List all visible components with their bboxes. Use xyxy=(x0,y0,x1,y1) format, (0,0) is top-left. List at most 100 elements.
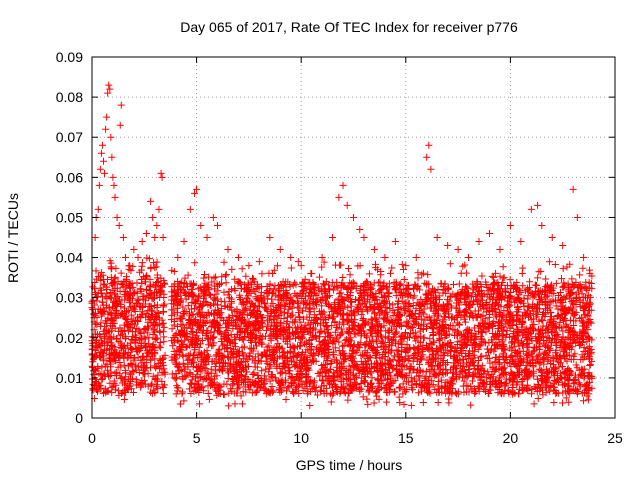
data-point xyxy=(279,295,287,303)
data-point xyxy=(228,295,236,303)
data-point xyxy=(381,314,389,322)
data-point xyxy=(288,374,296,382)
data-point xyxy=(396,384,404,392)
data-point xyxy=(418,271,426,279)
data-point xyxy=(430,357,438,365)
data-point xyxy=(253,363,261,371)
data-point xyxy=(224,319,232,327)
data-point xyxy=(138,280,146,288)
data-point xyxy=(200,364,208,372)
data-point xyxy=(500,323,508,331)
data-point xyxy=(570,336,578,344)
data-point xyxy=(179,375,187,383)
data-point xyxy=(405,355,413,363)
data-point xyxy=(280,308,288,316)
data-point xyxy=(572,308,580,316)
data-point xyxy=(339,297,347,305)
data-point xyxy=(505,317,513,325)
data-point xyxy=(274,301,282,309)
data-point xyxy=(215,309,223,317)
data-point xyxy=(585,354,593,362)
data-point xyxy=(548,334,556,342)
data-point xyxy=(469,347,477,355)
data-point xyxy=(382,310,390,318)
data-point xyxy=(412,380,420,388)
data-point xyxy=(311,284,319,292)
data-point xyxy=(388,346,396,354)
data-point xyxy=(418,387,426,395)
data-point xyxy=(189,351,197,359)
data-point xyxy=(200,283,208,291)
data-point xyxy=(329,286,337,294)
data-point xyxy=(205,395,213,403)
data-point xyxy=(470,340,478,348)
data-point xyxy=(97,370,105,378)
data-point xyxy=(292,383,300,391)
data-point xyxy=(107,342,115,350)
data-point xyxy=(211,306,219,314)
data-point xyxy=(405,369,413,377)
data-point xyxy=(138,342,146,350)
data-point xyxy=(122,292,130,300)
data-point xyxy=(571,350,579,358)
data-point xyxy=(239,299,247,307)
data-point xyxy=(437,280,445,288)
data-point xyxy=(375,379,383,387)
data-point xyxy=(502,375,510,383)
data-point xyxy=(276,370,284,378)
data-point xyxy=(246,344,254,352)
data-point xyxy=(103,276,111,284)
data-point xyxy=(260,386,268,394)
data-point xyxy=(550,383,558,391)
data-point xyxy=(248,274,256,282)
data-point xyxy=(513,332,521,340)
data-point xyxy=(103,286,111,294)
data-point xyxy=(218,273,226,281)
data-point xyxy=(286,367,294,375)
data-point xyxy=(153,271,161,279)
data-point xyxy=(503,327,511,335)
data-point xyxy=(384,356,392,364)
data-point xyxy=(580,353,588,361)
data-point xyxy=(98,309,106,317)
data-point xyxy=(454,312,462,320)
data-point xyxy=(374,376,382,384)
data-point xyxy=(444,285,452,293)
data-point xyxy=(181,368,189,376)
data-point xyxy=(113,307,121,315)
data-point xyxy=(353,347,361,355)
data-point xyxy=(547,308,555,316)
data-point xyxy=(424,271,432,279)
data-point xyxy=(202,330,210,338)
data-point xyxy=(183,330,191,338)
data-point xyxy=(380,315,388,323)
data-point xyxy=(359,393,367,401)
data-point xyxy=(267,302,275,310)
data-point xyxy=(532,281,540,289)
data-point xyxy=(369,293,377,301)
data-point xyxy=(418,354,426,362)
data-point xyxy=(126,299,134,307)
data-point xyxy=(481,339,489,347)
data-point xyxy=(231,287,239,295)
data-point xyxy=(489,363,497,371)
data-point xyxy=(337,325,345,333)
data-point xyxy=(414,344,422,352)
data-point xyxy=(334,296,342,304)
data-point xyxy=(229,321,237,329)
data-point xyxy=(122,308,130,316)
data-point xyxy=(569,309,577,317)
data-point xyxy=(332,323,340,331)
data-point xyxy=(327,398,335,406)
data-point xyxy=(289,319,297,327)
data-point xyxy=(526,311,534,319)
data-point xyxy=(277,307,285,315)
data-point xyxy=(515,329,523,337)
data-point xyxy=(577,332,585,340)
data-point xyxy=(116,324,124,332)
data-point xyxy=(124,348,132,356)
data-point xyxy=(110,333,118,341)
data-point xyxy=(493,288,501,296)
data-point xyxy=(456,295,464,303)
data-point xyxy=(485,287,493,295)
